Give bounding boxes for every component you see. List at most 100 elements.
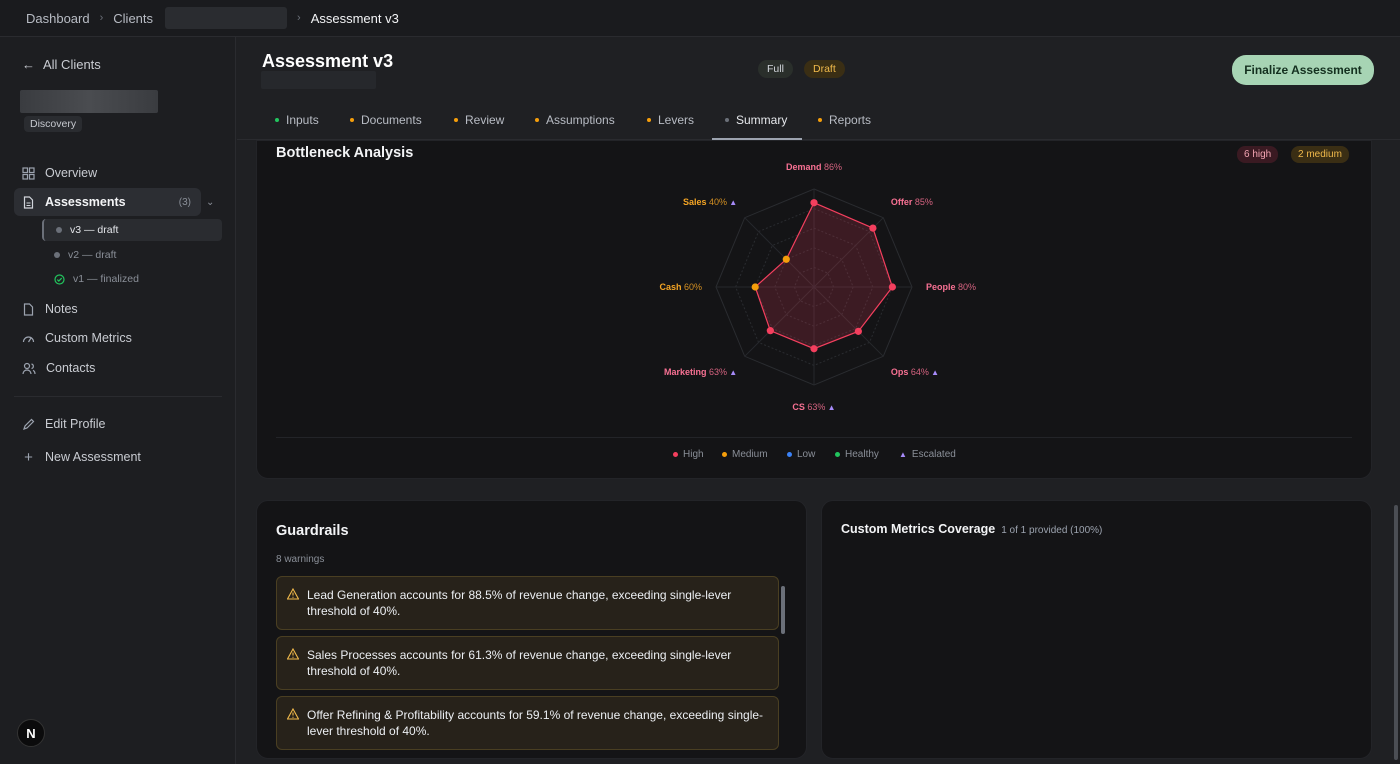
sidebar-item-custom-metrics[interactable]: Custom Metrics: [14, 324, 201, 352]
arrow-left-icon: ←: [22, 57, 35, 72]
main-content: Assessment v3 Full Draft Finalize Assess…: [237, 37, 1400, 764]
radar-point-ops: [854, 327, 862, 335]
warning-triangle-icon: [287, 708, 299, 720]
warning-item: Lead Generation accounts for 88.5% of re…: [276, 576, 779, 630]
radar-label-ops: Ops 64% ▲: [891, 367, 939, 377]
radar-point-cash: [751, 283, 759, 291]
custom-metrics-title: Custom Metrics Coverage 1 of 1 provided (…: [841, 522, 1102, 536]
radar-axis-line: [744, 286, 815, 357]
legend-label: Healthy: [845, 449, 879, 460]
sidebar-item-label: Custom Metrics: [45, 331, 132, 345]
document-icon: [23, 195, 34, 209]
tab-inputs[interactable]: Inputs: [275, 113, 319, 127]
medium-count-badge: 2 medium: [1291, 146, 1349, 163]
sidebar-item-label: Assessments: [45, 195, 126, 209]
back-label: All Clients: [43, 57, 101, 72]
pencil-icon: [23, 418, 35, 430]
breadcrumb-current: Assessment v3: [310, 10, 399, 26]
tab-label: Inputs: [286, 113, 319, 127]
radar-axis-line: [813, 286, 884, 357]
radar-point-demand: [810, 199, 818, 207]
legend-low: Low: [787, 449, 815, 460]
tab-summary[interactable]: Summary: [725, 113, 787, 127]
status-dot-icon: [725, 118, 729, 122]
back-all-clients[interactable]: ← All Clients: [22, 57, 101, 72]
users-icon: [22, 362, 36, 374]
guardrails-card: Guardrails 8 warnings Lead Generation ac…: [256, 500, 807, 759]
chevron-down-icon[interactable]: ⌄: [206, 197, 215, 208]
custom-metrics-card: Custom Metrics Coverage 1 of 1 provided (…: [821, 500, 1372, 759]
type-badge: Full: [758, 60, 793, 78]
tab-label: Summary: [736, 113, 788, 127]
legend-divider: [276, 437, 1352, 438]
status-dot-icon: [647, 118, 651, 122]
tab-documents[interactable]: Documents: [350, 113, 422, 127]
guardrails-title: Guardrails: [276, 523, 349, 539]
tab-assumptions[interactable]: Assumptions: [535, 113, 615, 127]
finalize-assessment-button[interactable]: Finalize Assessment: [1232, 55, 1374, 85]
status-dot-icon: [535, 118, 539, 122]
radar-label-cash: Cash 60%: [659, 282, 702, 292]
tab-levers[interactable]: Levers: [647, 113, 694, 127]
note-icon: [23, 302, 34, 316]
radar-axis-line: [744, 217, 815, 288]
radar-label-marketing: Marketing 63% ▲: [664, 367, 737, 377]
sidebar-item-new-assessment[interactable]: + New Assessment: [14, 443, 201, 471]
breadcrumb-dashboard[interactable]: Dashboard: [26, 10, 90, 26]
version-item-v2[interactable]: v2 — draft: [42, 244, 222, 266]
sidebar: ← All Clients Discovery Overview Assessm…: [0, 37, 236, 764]
status-dot-icon: [818, 118, 822, 122]
custom-metrics-title-text: Custom Metrics Coverage: [841, 522, 996, 536]
tab-label: Assumptions: [546, 113, 615, 127]
version-label: v3 — draft: [70, 224, 119, 236]
radar-label-offer: Offer 85%: [891, 197, 933, 207]
guardrails-scrollbar[interactable]: [781, 578, 787, 743]
tab-label: Documents: [361, 113, 422, 127]
version-item-v1[interactable]: v1 — finalized: [42, 268, 222, 290]
radar-point-people: [888, 283, 896, 291]
legend-dot-icon: [673, 452, 678, 457]
sidebar-item-assessments[interactable]: Assessments (3): [14, 188, 201, 216]
warning-text: Lead Generation accounts for 88.5% of re…: [307, 588, 732, 618]
status-badge: Draft: [804, 60, 845, 78]
sidebar-item-label: Overview: [45, 166, 98, 180]
window-scrollbar[interactable]: [1393, 140, 1399, 760]
chevron-right-icon: ›: [297, 12, 301, 24]
radar-point-cs: [810, 345, 818, 353]
legend-healthy: Healthy: [835, 449, 879, 460]
tab-reports[interactable]: Reports: [818, 113, 871, 127]
radar-label-demand: Demand 86%: [786, 162, 842, 172]
legend-high: High: [673, 449, 704, 460]
sidebar-item-contacts[interactable]: Contacts: [14, 354, 201, 382]
warning-item: Offer Refining & Profitability accounts …: [276, 696, 779, 750]
client-name-redacted: [20, 90, 158, 113]
bottleneck-card: Bottleneck Analysis 6 high 2 medium Dema…: [256, 140, 1372, 479]
status-dot-icon: [454, 118, 458, 122]
grid-icon: [22, 166, 35, 180]
sidebar-divider: [14, 396, 222, 397]
sidebar-item-notes[interactable]: Notes: [14, 295, 201, 323]
draft-dot-icon: [56, 227, 62, 233]
radar-data-area: [754, 201, 894, 350]
legend-label: Medium: [732, 449, 768, 460]
scrollbar-thumb[interactable]: [781, 586, 785, 634]
warning-count: 8 warnings: [276, 554, 325, 565]
version-item-v3[interactable]: v3 — draft: [42, 219, 222, 241]
warning-triangle-icon: [287, 648, 299, 660]
radar-point-offer: [869, 224, 877, 232]
sidebar-item-label: Contacts: [46, 361, 96, 375]
chevron-right-icon: ›: [99, 12, 104, 24]
legend-dot-icon: [722, 452, 727, 457]
sidebar-item-edit-profile[interactable]: Edit Profile: [14, 410, 201, 438]
radar-point-sales: [782, 255, 790, 263]
gauge-icon: [22, 335, 35, 342]
radar-label-people: People 80%: [926, 282, 976, 292]
user-avatar[interactable]: N: [17, 719, 45, 747]
scrollbar-thumb[interactable]: [1394, 505, 1398, 760]
sidebar-item-overview[interactable]: Overview: [14, 159, 201, 187]
warning-triangle-icon: [287, 588, 299, 600]
breadcrumb-clients[interactable]: Clients: [113, 10, 154, 26]
tab-review[interactable]: Review: [454, 113, 504, 127]
breadcrumb-client-redacted[interactable]: [165, 7, 288, 29]
tab-bar: Inputs Documents Review Assumptions Leve…: [237, 102, 1400, 140]
